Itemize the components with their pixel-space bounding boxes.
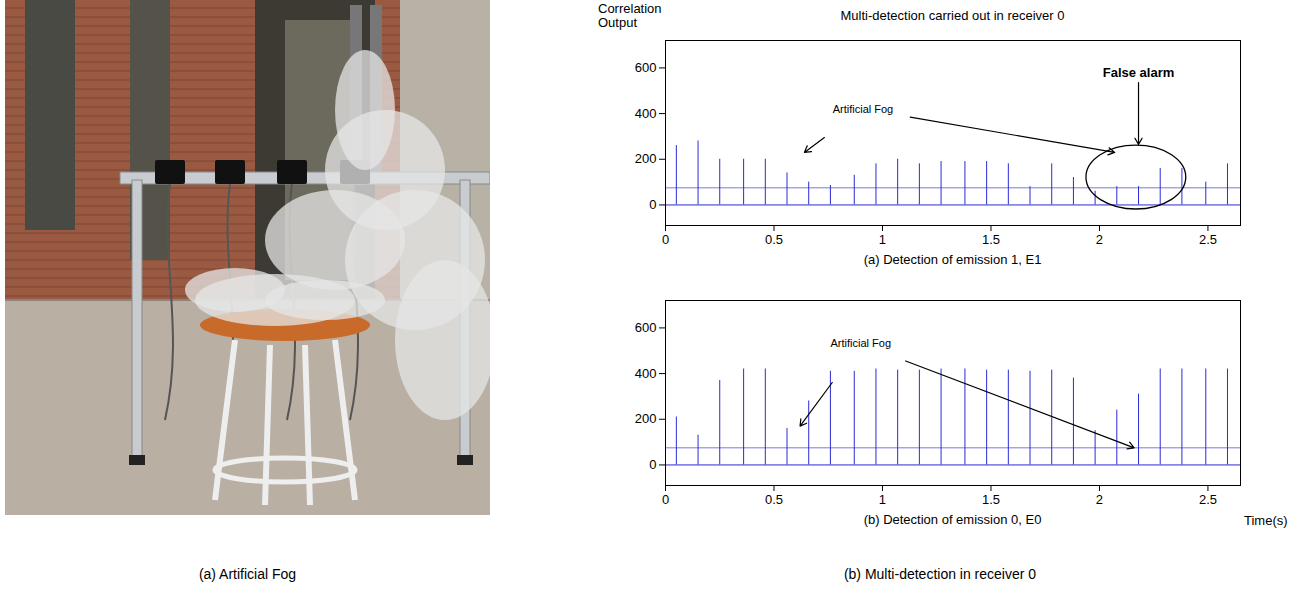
html-text:(b) Detection of emission 0, E: (b) Detection of emission 0, E0 [863,512,1042,527]
svg-text:0: 0 [649,197,656,212]
svg-text:0: 0 [662,492,669,507]
html-text:Correlation Output: Correlation Output [598,1,662,30]
svg-text:2.5: 2.5 [1199,232,1217,247]
html-text:Multi-detection carried out in: Multi-detection carried out in receiver … [840,8,1065,23]
svg-text:2: 2 [1096,232,1103,247]
svg-text:200: 200 [635,151,657,166]
svg-text:1.5: 1.5 [982,232,1000,247]
svg-text:600: 600 [635,60,657,75]
svg-text:1.5: 1.5 [982,492,1000,507]
svg-text:0: 0 [649,457,656,472]
svg-text:600: 600 [635,320,657,335]
html-text:Time(s): Time(s) [1244,513,1288,528]
svg-text:0.5: 0.5 [765,492,783,507]
svg-text:1: 1 [879,492,886,507]
svg-text:0: 0 [662,232,669,247]
svg-text:400: 400 [635,106,657,121]
svg-text:Artificial Fog: Artificial Fog [833,103,894,115]
svg-text:1: 1 [879,232,886,247]
html-text:(b) Multi-detection in receive: (b) Multi-detection in receiver 0 [843,566,1037,582]
svg-text:2: 2 [1096,492,1103,507]
svg-text:400: 400 [635,366,657,381]
svg-text:False alarm: False alarm [1103,65,1175,80]
svg-text:2.5: 2.5 [1199,492,1217,507]
html-text:(a) Artificial Fog: (a) Artificial Fog [198,566,297,582]
svg-text:Artificial Fog: Artificial Fog [831,337,892,349]
svg-text:0.5: 0.5 [765,232,783,247]
html-text:(a) Detection of emission 1, E: (a) Detection of emission 1, E1 [863,252,1042,267]
svg-text:200: 200 [635,411,657,426]
